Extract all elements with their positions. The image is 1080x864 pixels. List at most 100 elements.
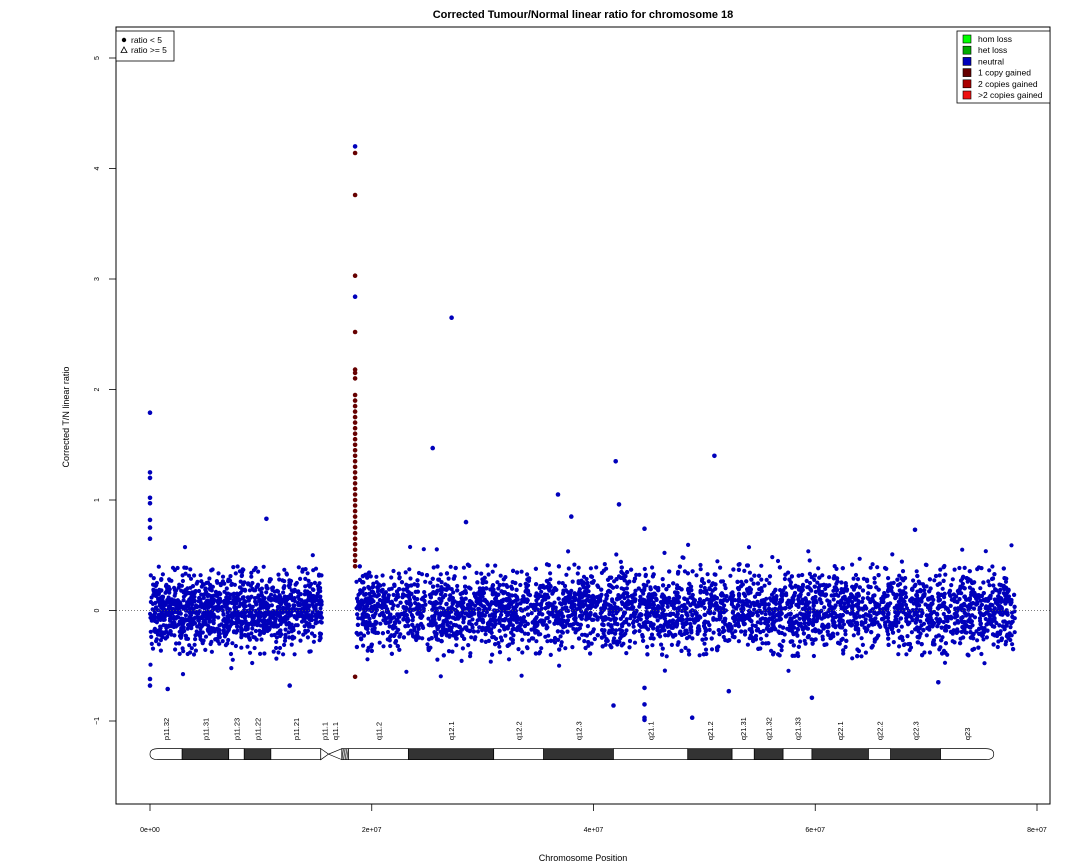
data-point (167, 577, 172, 582)
data-point (172, 588, 177, 593)
data-point (177, 633, 183, 639)
data-point (311, 639, 316, 644)
data-point (559, 629, 564, 634)
data-point (217, 623, 222, 628)
data-point (251, 634, 256, 640)
data-point (172, 633, 177, 638)
data-point (366, 630, 371, 635)
data-point (286, 603, 292, 609)
data-point (187, 622, 193, 627)
data-point (191, 619, 196, 624)
data-point (391, 568, 396, 574)
data-point (520, 650, 525, 655)
data-point (1009, 610, 1015, 615)
data-point (381, 644, 386, 649)
data-point (209, 649, 214, 654)
data-point (564, 572, 569, 577)
data-point (462, 575, 467, 580)
data-point (868, 565, 873, 570)
data-point (650, 565, 655, 570)
data-point (232, 582, 237, 587)
data-point (228, 624, 233, 629)
data-point (289, 588, 294, 593)
data-point (182, 565, 187, 570)
data-point (200, 582, 205, 587)
data-point (872, 580, 877, 585)
data-point (256, 593, 261, 598)
data-point (157, 603, 162, 608)
data-point (168, 628, 173, 634)
data-point (983, 616, 988, 622)
data-point (631, 624, 636, 629)
data-point (410, 618, 415, 623)
segment-points-neutral-0 (148, 545, 324, 677)
data-point (539, 646, 544, 651)
data-point (730, 590, 735, 595)
data-point (313, 617, 318, 623)
data-point (280, 578, 285, 583)
data-point (256, 614, 262, 620)
data-point (815, 580, 820, 585)
data-point (296, 630, 301, 635)
data-point (460, 646, 465, 651)
data-point (298, 601, 303, 607)
data-point (659, 642, 664, 647)
data-point (423, 593, 428, 599)
data-point (755, 620, 760, 625)
data-point (669, 642, 675, 648)
data-point (938, 645, 943, 650)
data-point (188, 585, 193, 590)
data-point (920, 610, 925, 615)
data-point (229, 666, 234, 671)
data-point (422, 590, 427, 595)
data-point (697, 653, 702, 658)
data-point (249, 631, 254, 636)
data-point (938, 567, 943, 572)
data-point (261, 596, 266, 601)
data-point (586, 584, 591, 589)
data-point (193, 603, 198, 608)
data-point (237, 569, 242, 574)
data-point (497, 650, 503, 655)
data-point (249, 594, 254, 599)
data-point (274, 656, 279, 661)
data-point (261, 622, 266, 627)
data-point (378, 621, 383, 626)
data-point (940, 586, 945, 591)
data-point (903, 602, 909, 608)
y-axis-label: Corrected T/N linear ratio (61, 367, 71, 468)
data-point (310, 587, 315, 592)
data-point (194, 581, 199, 586)
data-point (365, 648, 370, 653)
data-point (159, 577, 164, 582)
data-point (1010, 642, 1015, 647)
data-point (602, 628, 607, 633)
data-point (250, 614, 255, 619)
data-point (519, 569, 524, 574)
data-point (231, 599, 236, 605)
data-point (933, 573, 939, 579)
data-point (271, 608, 276, 614)
data-point (248, 583, 253, 588)
data-point (373, 621, 378, 626)
data-point (261, 564, 266, 569)
data-point (813, 637, 818, 642)
data-point (241, 582, 246, 587)
data-point (582, 639, 587, 644)
data-point (148, 662, 153, 667)
data-point (461, 565, 466, 570)
data-point (843, 628, 848, 633)
data-point (939, 625, 944, 630)
data-point (192, 573, 197, 578)
data-point (729, 602, 735, 607)
data-point (212, 605, 217, 610)
data-point (797, 616, 802, 621)
data-point (170, 606, 175, 612)
data-point (986, 579, 991, 584)
data-point (246, 633, 251, 638)
data-point (319, 602, 324, 607)
data-point (148, 573, 153, 578)
data-point (900, 569, 906, 574)
